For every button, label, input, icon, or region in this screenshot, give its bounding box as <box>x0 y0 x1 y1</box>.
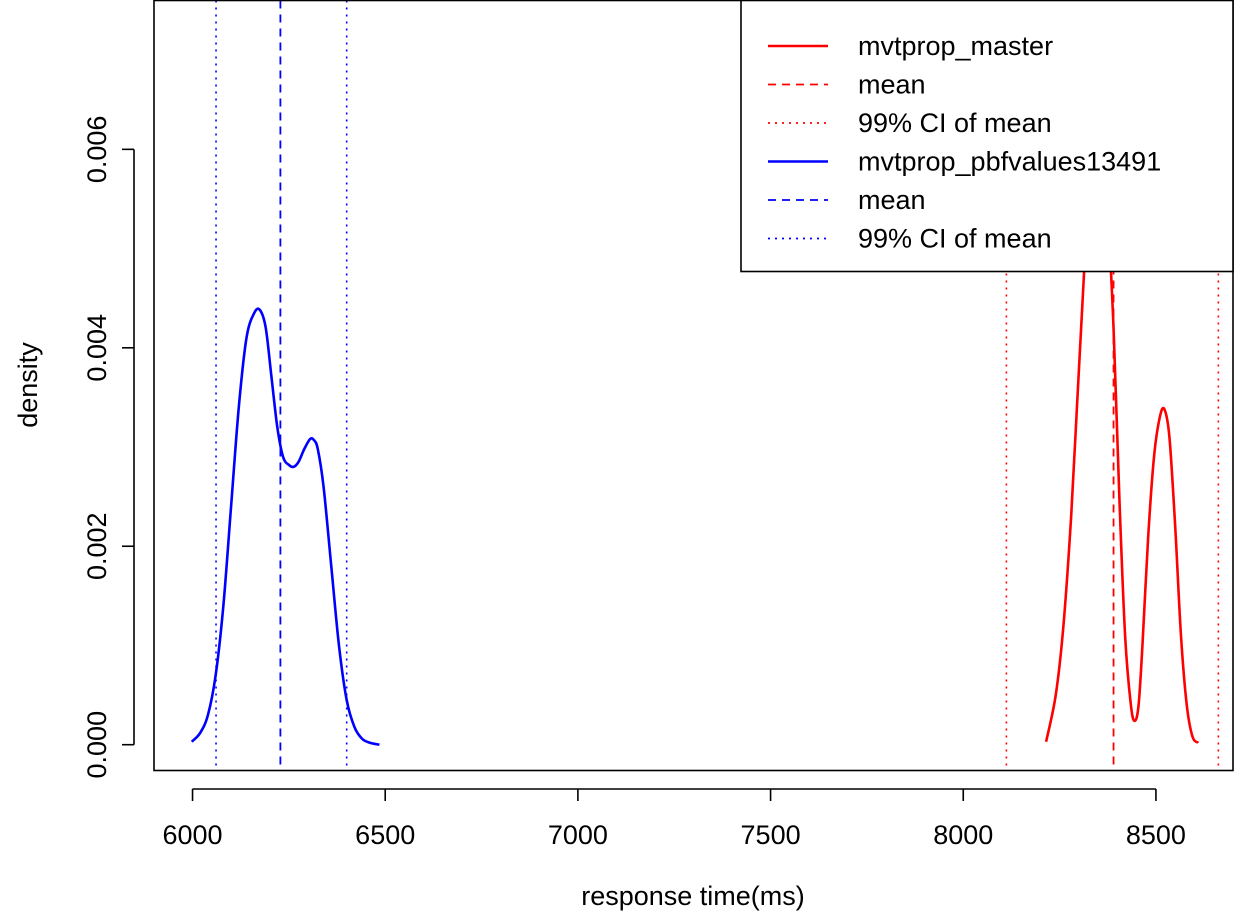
x-tick-label-6500: 6500 <box>355 820 415 850</box>
x-tick-label-8000: 8000 <box>933 820 993 850</box>
mvtprop-pbfvalues13491-density-curve <box>190 307 380 746</box>
legend-label-5: 99% CI of mean <box>858 224 1052 254</box>
x-tick-label-6000: 6000 <box>162 820 222 850</box>
legend-label-4: mean <box>858 185 926 215</box>
y-tick-label-0.004: 0.004 <box>82 314 112 382</box>
plot-frame <box>153 0 1234 772</box>
legend-label-1: mean <box>858 70 926 100</box>
x-tick-label-8500: 8500 <box>1126 820 1186 850</box>
y-axis-title: density <box>13 342 43 428</box>
legend-label-0: mvtprop_master <box>858 31 1053 61</box>
legend-label-3: mvtprop_pbfvalues13491 <box>858 147 1161 177</box>
legend-label-2: 99% CI of mean <box>858 108 1052 138</box>
plot-clipped-group <box>190 0 1220 771</box>
x-tick-label-7000: 7000 <box>548 820 608 850</box>
y-axis: 0.000 0.002 0.004 0.006 <box>82 116 135 779</box>
y-tick-label-0.002: 0.002 <box>82 512 112 580</box>
x-axis-title: response time(ms) <box>581 881 805 911</box>
x-tick-label-7500: 7500 <box>741 820 801 850</box>
y-tick-label-0.006: 0.006 <box>82 116 112 184</box>
mvtprop-master-density-curve <box>1044 167 1200 744</box>
x-axis: 6000 6500 7000 7500 8000 8500 <box>162 788 1186 850</box>
y-tick-label-0.000: 0.000 <box>82 711 112 779</box>
plot-content <box>190 0 1220 771</box>
